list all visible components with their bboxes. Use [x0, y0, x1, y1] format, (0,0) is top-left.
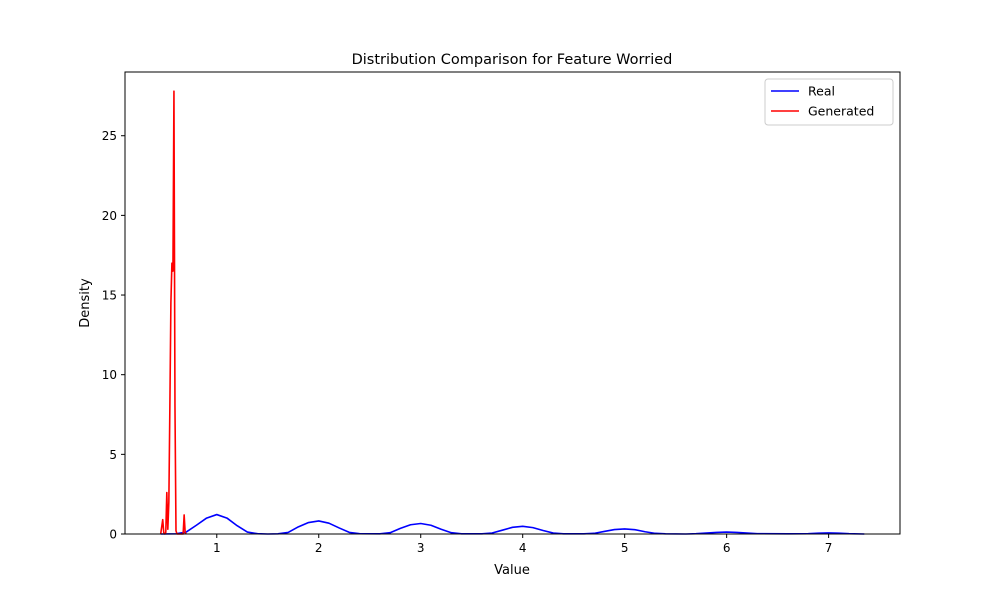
x-tick-label: 6 — [723, 541, 731, 555]
plot-area — [159, 90, 865, 535]
y-axis-label: Density — [78, 278, 93, 328]
y-tick-label: 25 — [102, 129, 117, 143]
x-tick-label: 7 — [825, 541, 833, 555]
y-tick-label: 0 — [109, 528, 117, 542]
x-tick-label: 5 — [621, 541, 629, 555]
x-tick-label: 2 — [315, 541, 323, 555]
legend-label-generated: Generated — [808, 104, 874, 119]
axes-frame — [124, 71, 901, 535]
x-tick-label: 4 — [519, 541, 527, 555]
legend-label-real: Real — [808, 84, 835, 99]
chart-title: Distribution Comparison for Feature Worr… — [352, 52, 673, 68]
x-axis-label: Value — [494, 563, 530, 578]
y-axis: 0 5 10 15 20 25 — [102, 129, 125, 542]
y-tick-label: 15 — [102, 289, 117, 303]
x-tick-label: 3 — [417, 541, 425, 555]
series-line-generated — [159, 90, 187, 535]
y-tick-label: 5 — [109, 448, 117, 462]
y-tick-label: 20 — [102, 209, 117, 223]
x-tick-label: 1 — [213, 541, 221, 555]
y-tick-label: 10 — [102, 368, 117, 382]
series-line-real — [160, 513, 865, 535]
x-axis: 1 2 3 4 5 6 7 — [213, 534, 832, 555]
legend: Real Generated — [764, 78, 894, 126]
